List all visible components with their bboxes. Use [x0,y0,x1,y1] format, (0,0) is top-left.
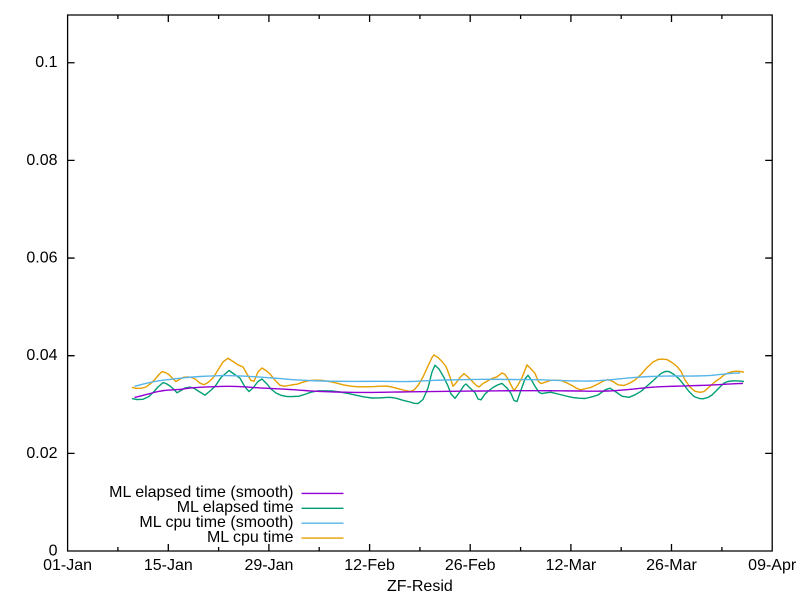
svg-text:09-Apr: 09-Apr [748,557,797,574]
svg-text:26-Mar: 26-Mar [646,557,697,574]
svg-text:12-Mar: 12-Mar [546,557,597,574]
svg-text:ML elapsed time: ML elapsed time [177,499,294,516]
svg-text:0.02: 0.02 [26,445,57,462]
svg-text:01-Jan: 01-Jan [43,557,92,574]
svg-text:0.04: 0.04 [26,347,57,364]
svg-text:ML cpu time (smooth): ML cpu time (smooth) [139,514,293,531]
svg-text:29-Jan: 29-Jan [244,557,293,574]
svg-text:0: 0 [49,542,58,559]
svg-text:0.06: 0.06 [26,249,57,266]
svg-text:ML elapsed time (smooth): ML elapsed time (smooth) [109,484,293,501]
svg-text:15-Jan: 15-Jan [144,557,193,574]
svg-text:0.08: 0.08 [26,152,57,169]
svg-text:12-Feb: 12-Feb [344,557,395,574]
svg-text:0.1: 0.1 [35,54,57,71]
svg-text:26-Feb: 26-Feb [445,557,496,574]
svg-text:ZF-Resid: ZF-Resid [387,578,453,595]
svg-text:ML cpu time: ML cpu time [207,529,294,546]
